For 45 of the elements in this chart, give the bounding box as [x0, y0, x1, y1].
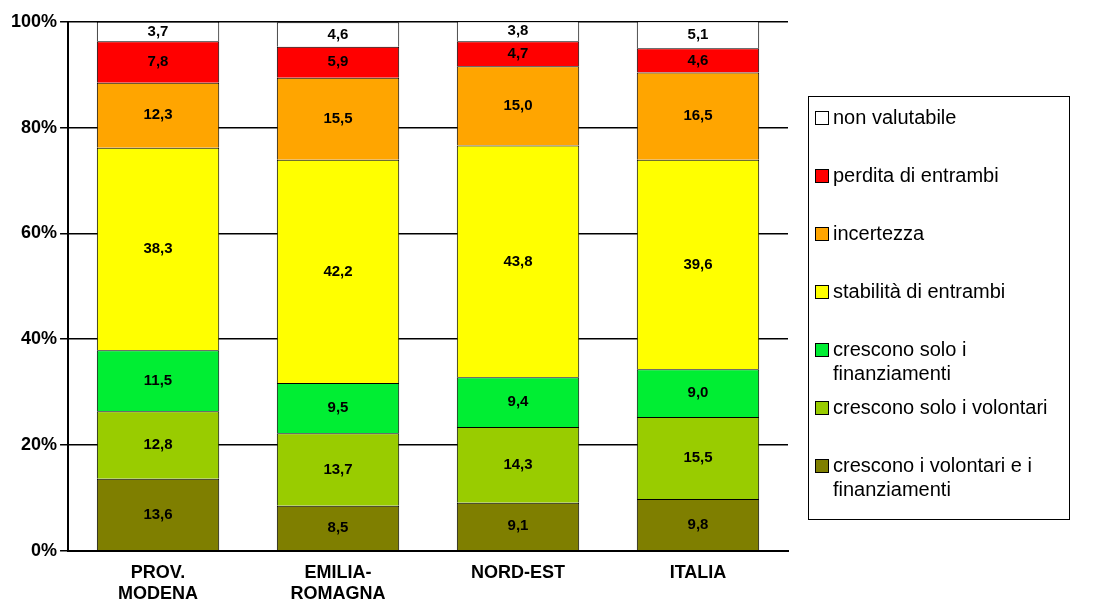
- y-tick-label: 0%: [31, 539, 58, 560]
- x-tick-label: ITALIA: [669, 561, 727, 582]
- data-label: 8,5: [327, 518, 349, 536]
- data-label: 14,3: [503, 454, 533, 472]
- legend-label: incertezza: [833, 221, 925, 245]
- data-label: 3,7: [147, 21, 169, 39]
- data-label: 38,3: [143, 239, 173, 257]
- y-tick-label: 100%: [10, 10, 58, 31]
- data-label: 4,6: [327, 24, 349, 42]
- data-label: 15,5: [323, 109, 353, 127]
- data-label: 9,1: [507, 516, 529, 534]
- data-label: 9,4: [507, 392, 530, 410]
- data-label: 5,9: [327, 52, 349, 70]
- text: non valutabile: [833, 105, 957, 129]
- data-label: 4,7: [507, 43, 529, 61]
- data-label: 9,5: [327, 398, 349, 416]
- data-label: 16,5: [683, 106, 713, 124]
- y-tick-label: 60%: [21, 222, 58, 243]
- data-label: 42,2: [323, 261, 353, 279]
- data-label: 9,0: [687, 383, 709, 401]
- data-label: 13,7: [323, 459, 353, 477]
- legend-label: crescono solo i finanziamenti: [833, 337, 968, 385]
- data-label: 4,6: [687, 50, 709, 68]
- legend-label: perdita di entrambi: [833, 163, 999, 187]
- data-label: 7,8: [147, 52, 169, 70]
- x-tick-label: EMILIA-ROMAGNA: [290, 561, 386, 604]
- data-label: 15,0: [503, 96, 533, 114]
- data-label: 43,8: [503, 251, 533, 269]
- y-tick-label: 20%: [21, 433, 58, 454]
- data-label: 15,5: [683, 448, 713, 466]
- x-tick-label: PROV. MODENA: [118, 561, 199, 604]
- legend-label: crescono i volontari e i finanziamenti: [833, 453, 1033, 501]
- data-label: 11,5: [143, 370, 173, 388]
- legend-label: stabilità di entrambi: [833, 279, 1006, 303]
- x-tick-label: NORD-EST: [471, 561, 566, 582]
- data-label: 12,8: [143, 435, 173, 453]
- data-label: 3,8: [507, 21, 529, 39]
- data-label: 5,1: [687, 24, 709, 42]
- legend-label: crescono solo i volontari: [833, 395, 1048, 419]
- y-tick-label: 80%: [21, 116, 58, 137]
- data-label: 13,6: [143, 504, 173, 522]
- data-label: 12,3: [143, 105, 173, 123]
- y-tick-label: 40%: [21, 328, 58, 349]
- data-label: 39,6: [683, 254, 713, 272]
- data-label: 9,8: [687, 514, 709, 532]
